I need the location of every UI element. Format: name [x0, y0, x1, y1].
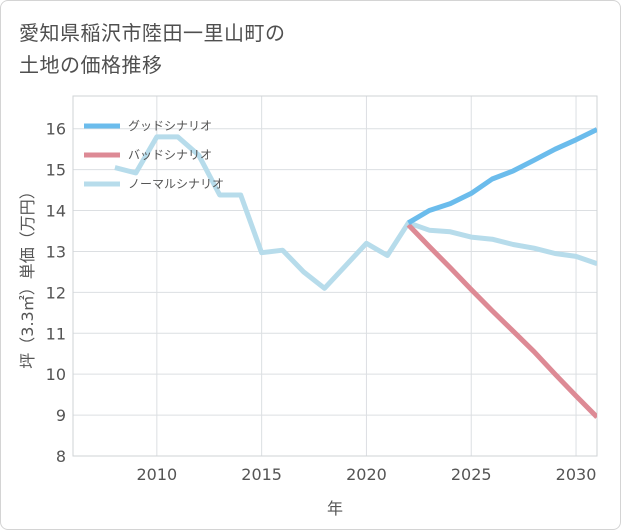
x-tick-label: 2025	[451, 465, 492, 484]
y-tick-label: 12	[46, 283, 66, 302]
legend-label: グッドシナリオ	[128, 119, 212, 133]
x-tick-label: 2030	[556, 465, 597, 484]
y-tick-label: 13	[46, 242, 66, 261]
x-tick-label: 2015	[241, 465, 282, 484]
chart-title-line-1: 愛知県稲沢市陸田一里山町の	[19, 21, 286, 45]
x-axis-title: 年	[327, 499, 343, 518]
series-line-bad	[406, 223, 597, 419]
chart-title-line-2: 土地の価格推移	[19, 53, 163, 77]
chart-title: 愛知県稲沢市陸田一里山町の 土地の価格推移	[19, 17, 286, 81]
y-tick-label: 14	[46, 202, 66, 221]
x-tick-label: 2020	[346, 465, 387, 484]
y-tick-label: 8	[56, 447, 66, 466]
y-tick-label: 16	[46, 120, 66, 139]
legend-label: ノーマルシナリオ	[128, 177, 224, 191]
x-tick-label: 2010	[136, 465, 177, 484]
legend-label: バッドシナリオ	[128, 148, 212, 162]
series-line-good	[407, 127, 597, 225]
y-tick-label: 11	[46, 324, 66, 343]
y-tick-label: 9	[56, 406, 66, 425]
y-axis-title: 坪（3.3㎡）単価（万円）	[18, 183, 37, 368]
series-line-normal	[114, 134, 597, 291]
y-tick-label: 15	[46, 161, 66, 180]
y-tick-label: 10	[46, 365, 66, 384]
plot-border	[72, 95, 598, 457]
